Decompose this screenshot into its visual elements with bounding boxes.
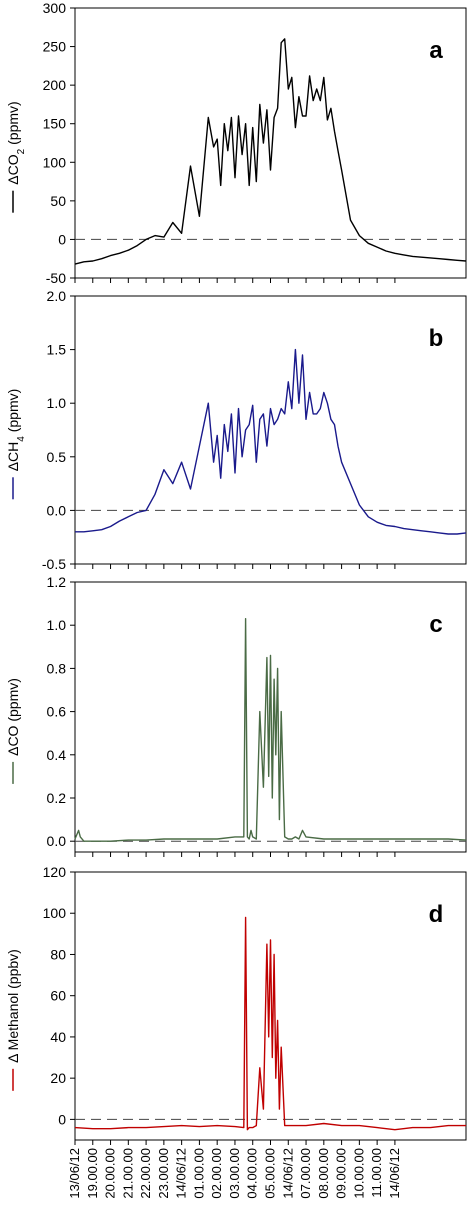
series-line (74, 618, 467, 842)
y-tick-label: 0 (58, 1111, 66, 1127)
y-tick-label: 120 (43, 864, 67, 880)
y-tick-label: 0.0 (47, 833, 67, 849)
panel-letter: c (429, 611, 442, 638)
x-tick-label: 14/06/12 (174, 1148, 189, 1199)
y-tick-label: 0.8 (47, 660, 67, 676)
y-axis-label-subscript: 4 (16, 436, 27, 442)
x-tick-label: 20.00.00 (103, 1148, 118, 1199)
y-axis-label-unit: (ppmv) (5, 101, 21, 148)
y-tick-label: 0.2 (47, 790, 67, 806)
y-tick-label: 60 (50, 988, 66, 1004)
y-tick-label: 100 (43, 905, 67, 921)
y-axis-label-main: ΔCO (5, 154, 21, 184)
x-tick-label: 09.00.00 (334, 1148, 349, 1199)
y-axis-label: ΔCH4 (ppmv) (5, 389, 27, 472)
y-axis-label: ΔCO2 (ppmv) (5, 101, 27, 184)
y-tick-label: 0.6 (47, 704, 67, 720)
x-tick-label: 19.00.00 (85, 1148, 100, 1199)
y-tick-label: 2.0 (47, 288, 67, 304)
x-tick-label: 08.00.00 (316, 1148, 331, 1199)
x-tick-label: 23.00.00 (156, 1148, 171, 1199)
y-axis-label-main: ΔCH (5, 442, 21, 472)
x-tick-label: 04.00.00 (245, 1148, 260, 1199)
y-tick-label: 1.0 (47, 395, 67, 411)
y-tick-label: 0 (58, 231, 66, 247)
y-axis-label-main: Δ Methanol (5, 993, 21, 1063)
y-tick-label: 1.0 (47, 617, 67, 633)
y-axis-label-main: ΔCO (5, 725, 21, 755)
series-line (75, 348, 467, 535)
y-tick-label: 20 (50, 1070, 66, 1086)
y-tick-label: 250 (43, 39, 67, 55)
y-tick-label: 150 (43, 116, 67, 132)
panel-c: 0.0 0.2 0.4 0.6 0.8 1.0 1.2 c ΔCO (ppmv) (5, 574, 467, 857)
x-tick-label: 22.00.00 (138, 1148, 153, 1199)
x-tick-label: 05.00.00 (263, 1148, 278, 1199)
x-tick-label: 13/06/12 (67, 1148, 82, 1199)
panel-a: -50 0 50 100 150 200 250 300 a ΔCO2 (ppmv) (5, 0, 467, 286)
y-tick-label: 100 (43, 154, 67, 170)
x-tick-label: 10.00.00 (351, 1148, 366, 1199)
y-tick-label: -0.5 (42, 556, 66, 572)
panel-letter: a (429, 37, 443, 64)
x-tick-label: 11.00.00 (369, 1148, 384, 1198)
y-tick-label: 0.5 (47, 449, 67, 465)
panel-letter: d (429, 901, 444, 928)
series-line (74, 916, 466, 1131)
y-tick-label: 0.4 (47, 747, 67, 763)
y-axis-label-unit: (ppmv) (5, 389, 21, 436)
y-axis-label-unit: (ppmv) (5, 678, 21, 725)
y-tick-label: 50 (50, 193, 66, 209)
y-axis-label-subscript: 2 (16, 148, 27, 154)
y-tick-label: 80 (50, 946, 66, 962)
panel-letter: b (429, 325, 444, 352)
plot-frame (74, 871, 467, 1141)
x-tick-label: 07.00.00 (298, 1148, 313, 1199)
plot-frame (74, 295, 467, 565)
y-tick-label: 0.0 (47, 502, 67, 518)
y-tick-label: 200 (43, 77, 67, 93)
y-axis-label-unit: (ppbv) (5, 949, 21, 993)
series-line (74, 38, 467, 265)
y-axis-label: Δ Methanol (ppbv) (5, 949, 21, 1063)
y-tick-label: 1.5 (47, 342, 67, 358)
y-tick-label: 1.2 (47, 574, 67, 590)
x-tick-label: 21.00.00 (120, 1148, 135, 1199)
plot-frame (74, 7, 467, 279)
x-tick-label: 02.00.00 (209, 1148, 224, 1199)
y-tick-label: 300 (43, 0, 67, 16)
x-tick-label: 14/06/12 (280, 1148, 295, 1199)
panel-d: 0 20 40 60 80 100 120 d Δ Methanol (ppbv) (5, 864, 467, 1145)
y-tick-label: 40 (50, 1029, 66, 1045)
x-tick-label: 01.00.00 (191, 1148, 206, 1199)
panel-b: -0.5 0.0 0.5 1.0 1.5 2.0 b ΔCH4 (ppmv) (5, 288, 467, 572)
y-axis-label: ΔCO (ppmv) (5, 678, 21, 756)
x-tick-label: 03.00.00 (227, 1148, 242, 1199)
plot-frame (74, 581, 467, 853)
y-tick-label: -50 (46, 270, 66, 286)
x-tick-label: 14/06/12 (387, 1148, 402, 1199)
